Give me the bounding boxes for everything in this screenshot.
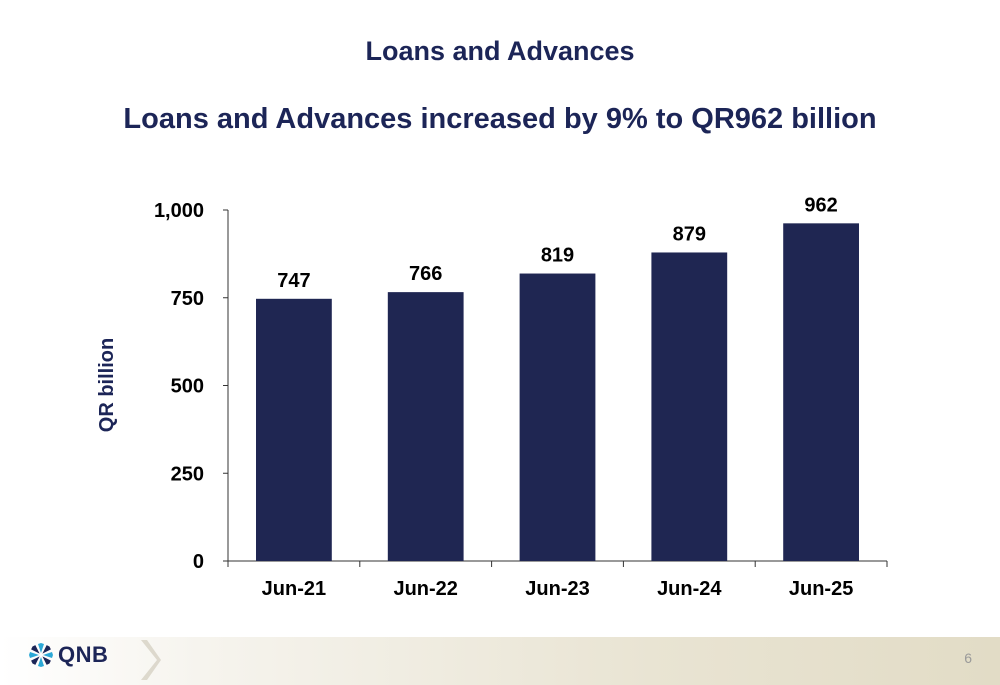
bar bbox=[387, 292, 464, 561]
y-axis-title: QR billion bbox=[96, 338, 118, 432]
data-label: 962 bbox=[804, 194, 837, 216]
y-tick-label: 0 bbox=[193, 551, 204, 573]
data-labels: 747 766 819 879 962 bbox=[277, 194, 838, 291]
data-label: 766 bbox=[409, 263, 442, 285]
x-axis: Jun-21 Jun-22 Jun-23 Jun-24 Jun-25 bbox=[227, 560, 888, 600]
logo-petal bbox=[38, 657, 44, 667]
logo-petal bbox=[29, 652, 39, 658]
bar bbox=[519, 273, 596, 561]
x-tick-label: Jun-23 bbox=[525, 578, 589, 600]
logo-petal bbox=[43, 652, 53, 658]
qnb-logo: QNB bbox=[28, 641, 108, 669]
data-label: 747 bbox=[277, 270, 310, 292]
x-tick-label: Jun-24 bbox=[657, 578, 722, 600]
chevron-right-icon bbox=[141, 640, 161, 680]
y-tick-label: 250 bbox=[171, 463, 204, 485]
x-tick-label: Jun-22 bbox=[393, 578, 457, 600]
logo-petal bbox=[31, 645, 40, 654]
qnb-star-icon bbox=[29, 643, 53, 667]
logo-petal bbox=[31, 656, 40, 665]
x-tick-label: Jun-25 bbox=[789, 578, 853, 600]
x-tick-label: Jun-21 bbox=[262, 578, 326, 600]
slide-subtitle: Loans and Advances increased by 9% to QR… bbox=[123, 103, 877, 135]
footer-band bbox=[0, 637, 1000, 685]
bar bbox=[651, 252, 728, 561]
y-tick-label: 1,000 bbox=[154, 200, 204, 222]
bar bbox=[256, 298, 332, 561]
y-axis: 0 250 500 750 1,000 bbox=[154, 200, 229, 573]
logo-petal bbox=[38, 643, 44, 653]
data-label: 879 bbox=[673, 223, 706, 245]
data-label: 819 bbox=[541, 245, 574, 267]
logo-petal bbox=[42, 645, 51, 654]
page-number: 6 bbox=[964, 650, 972, 666]
slide-title: Loans and Advances bbox=[365, 36, 635, 66]
y-tick-label: 750 bbox=[171, 288, 204, 310]
bars bbox=[256, 223, 859, 561]
logo-petal bbox=[42, 656, 51, 665]
logo-text: QNB bbox=[58, 642, 109, 667]
y-tick-label: 500 bbox=[171, 376, 204, 398]
bar bbox=[783, 223, 859, 561]
